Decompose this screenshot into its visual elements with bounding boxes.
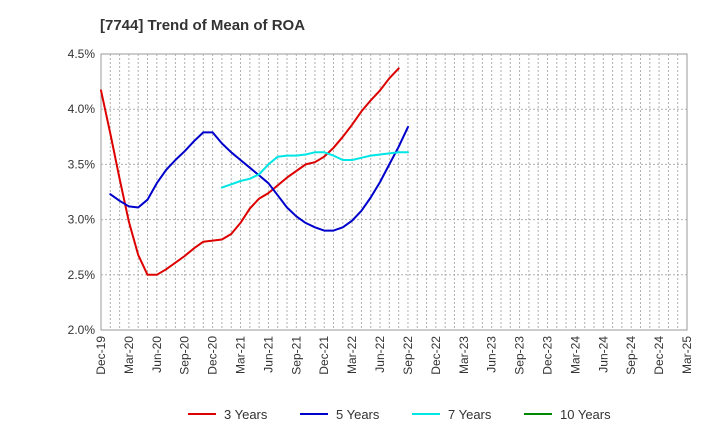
legend-label-3-years: 3 Years	[224, 407, 268, 422]
x-tick-label: Dec-20	[206, 336, 220, 375]
legend-label-10-years: 10 Years	[560, 407, 611, 422]
x-tick-label: Sep-23	[513, 336, 527, 375]
x-tick-label: Sep-24	[624, 336, 638, 375]
y-tick-label: 2.5%	[68, 268, 96, 282]
x-tick-label: Sep-22	[401, 336, 415, 375]
x-tick-label: Mar-25	[680, 336, 694, 374]
y-tick-label: 4.5%	[68, 47, 96, 61]
legend-label-7-years: 7 Years	[448, 407, 492, 422]
legend-label-5-years: 5 Years	[336, 407, 380, 422]
legend: 3 Years 5 Years 7 Years 10 Years	[188, 407, 611, 422]
chart-title: [7744] Trend of Mean of ROA	[100, 17, 305, 34]
x-tick-label: Jun-20	[150, 336, 164, 373]
series-line-7-years	[220, 151, 409, 189]
y-tick-label: 4.0%	[68, 102, 96, 116]
y-tick-label: 3.0%	[68, 213, 96, 227]
plot-area	[100, 53, 688, 331]
x-tick-label: Dec-22	[429, 336, 443, 375]
x-tick-label: Jun-23	[485, 336, 499, 373]
y-tick-label: 2.0%	[68, 323, 96, 337]
plot-frame	[100, 53, 688, 331]
x-axis-ticks: Dec-19 Mar-20 Jun-20 Sep-20 Dec-20 Mar-21 Jun-…	[94, 336, 694, 375]
x-tick-label: Dec-21	[317, 336, 331, 375]
x-tick-label: Mar-21	[234, 336, 248, 374]
y-tick-label: 3.5%	[68, 157, 96, 171]
x-tick-label: Jun-24	[596, 336, 610, 373]
x-tick-label: Mar-20	[122, 336, 136, 374]
x-tick-label: Dec-24	[652, 336, 666, 375]
x-tick-label: Mar-24	[568, 336, 582, 374]
series-line-3-years	[100, 67, 400, 276]
x-tick-label: Jun-22	[373, 336, 387, 373]
y-axis-ticks: 2.0% 2.5% 3.0% 3.5% 4.0% 4.5%	[68, 47, 96, 337]
x-tick-label: Jun-21	[261, 336, 275, 373]
x-tick-label: Mar-22	[345, 336, 359, 374]
x-tick-label: Dec-23	[540, 336, 554, 375]
x-tick-label: Sep-20	[178, 336, 192, 375]
x-tick-label: Mar-23	[457, 336, 471, 374]
x-tick-label: Dec-19	[94, 336, 108, 375]
grid-lines	[101, 54, 687, 330]
x-tick-label: Sep-21	[289, 336, 303, 375]
series-lines	[100, 67, 409, 276]
